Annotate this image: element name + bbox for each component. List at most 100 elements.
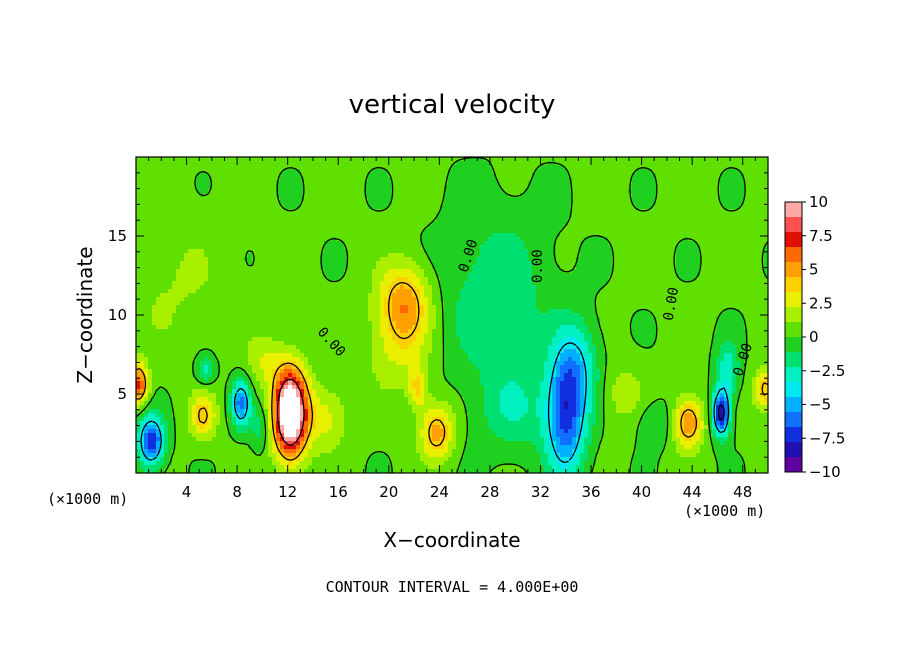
field-cell	[436, 281, 441, 286]
field-cell	[348, 225, 353, 230]
field-cell	[292, 177, 297, 182]
field-cell	[624, 229, 629, 234]
field-cell	[432, 277, 437, 282]
field-cell	[560, 249, 565, 254]
field-cell	[232, 225, 237, 230]
field-cell	[360, 209, 365, 214]
field-cell	[204, 161, 209, 166]
field-cell	[476, 245, 481, 250]
field-cell	[560, 197, 565, 202]
field-cell	[468, 241, 473, 246]
field-cell	[540, 161, 545, 166]
field-cell	[484, 197, 489, 202]
field-cell	[268, 265, 273, 270]
field-cell	[672, 169, 677, 174]
field-cell	[268, 181, 273, 186]
field-cell	[280, 165, 285, 170]
field-cell	[368, 157, 373, 162]
field-cell	[760, 201, 765, 206]
field-cell	[184, 241, 189, 246]
field-cell	[560, 273, 565, 278]
field-cell	[288, 185, 293, 190]
field-cell	[208, 281, 213, 286]
field-cell	[200, 257, 205, 262]
field-cell	[136, 245, 141, 250]
field-cell	[240, 209, 245, 214]
field-cell	[228, 189, 233, 194]
field-cell	[540, 205, 545, 210]
field-cell	[264, 201, 269, 206]
field-cell	[428, 233, 433, 238]
field-cell	[424, 241, 429, 246]
field-cell	[244, 249, 249, 254]
field-cell	[444, 205, 449, 210]
field-cell	[396, 221, 401, 226]
field-cell	[604, 157, 609, 162]
field-cell	[556, 273, 561, 278]
field-cell	[272, 225, 277, 230]
field-cell	[668, 221, 673, 226]
field-cell	[400, 257, 405, 262]
field-cell	[372, 177, 377, 182]
field-cell	[544, 165, 549, 170]
field-cell	[300, 173, 305, 178]
field-cell	[220, 273, 225, 278]
field-cell	[312, 205, 317, 210]
field-cell	[708, 265, 713, 270]
field-cell	[440, 265, 445, 270]
field-cell	[704, 237, 709, 242]
field-cell	[528, 233, 533, 238]
field-cell	[244, 233, 249, 238]
field-cell	[620, 161, 625, 166]
field-cell	[160, 241, 165, 246]
field-cell	[680, 241, 685, 246]
field-cell	[748, 265, 753, 270]
field-cell	[332, 217, 337, 222]
field-cell	[216, 261, 221, 266]
field-cell	[352, 273, 357, 278]
field-cell	[528, 217, 533, 222]
field-cell	[668, 245, 673, 250]
field-cell	[324, 281, 329, 286]
field-cell	[256, 229, 261, 234]
field-cell	[752, 253, 757, 258]
field-cell	[420, 189, 425, 194]
field-cell	[728, 257, 733, 262]
field-cell	[176, 165, 181, 170]
field-cell	[536, 257, 541, 262]
field-cell	[336, 273, 341, 278]
field-cell	[760, 189, 765, 194]
field-cell	[404, 237, 409, 242]
field-cell	[652, 277, 657, 282]
field-cell	[752, 205, 757, 210]
field-cell	[224, 209, 229, 214]
field-cell	[584, 245, 589, 250]
field-cell	[560, 229, 565, 234]
field-cell	[420, 193, 425, 198]
field-cell	[588, 261, 593, 266]
field-cell	[324, 229, 329, 234]
field-cell	[452, 205, 457, 210]
field-cell	[380, 173, 385, 178]
field-cell	[600, 229, 605, 234]
field-cell	[760, 269, 765, 274]
field-cell	[696, 253, 701, 258]
field-cell	[316, 277, 321, 282]
field-cell	[696, 269, 701, 274]
field-cell	[244, 185, 249, 190]
field-cell	[444, 193, 449, 198]
field-cell	[460, 193, 465, 198]
field-cell	[684, 205, 689, 210]
field-cell	[616, 177, 621, 182]
field-cell	[544, 217, 549, 222]
field-cell	[320, 189, 325, 194]
field-cell	[352, 265, 357, 270]
field-cell	[440, 205, 445, 210]
field-cell	[260, 161, 265, 166]
field-cell	[584, 209, 589, 214]
field-cell	[148, 221, 153, 226]
field-cell	[516, 169, 521, 174]
field-cell	[748, 225, 753, 230]
field-cell	[420, 221, 425, 226]
field-cell	[712, 189, 717, 194]
